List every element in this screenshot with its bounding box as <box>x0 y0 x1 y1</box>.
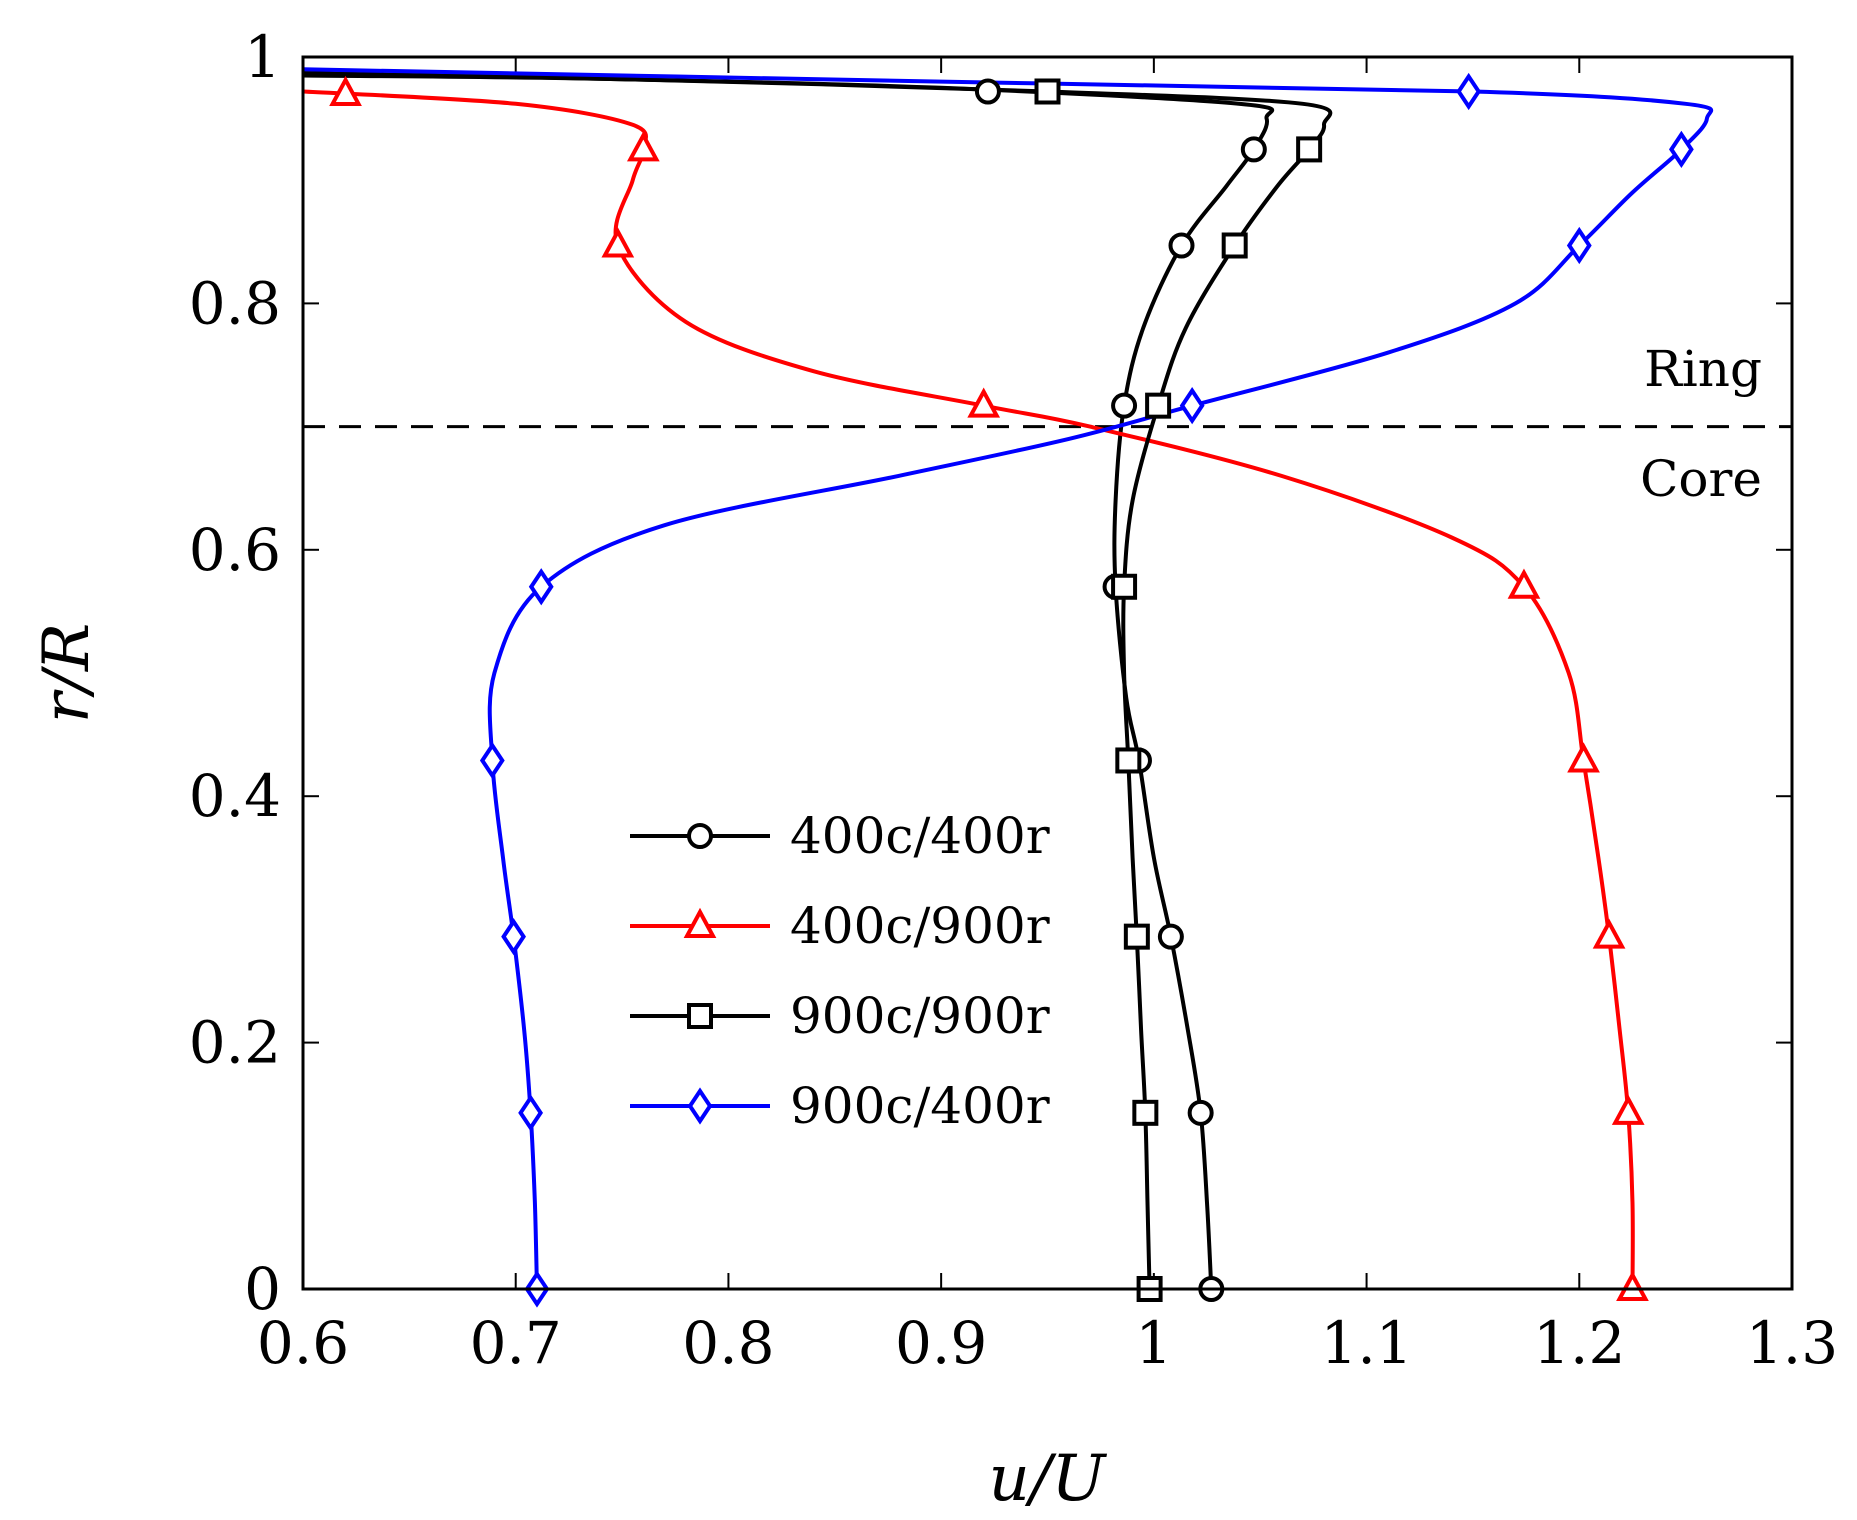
data-point-400c-900r <box>601 227 635 258</box>
data-point-400c-400r <box>1168 232 1195 259</box>
x-tick-label: 0.8 <box>682 1309 774 1377</box>
x-tick-label: 1.1 <box>1320 1309 1412 1377</box>
x-tick-label: 0.7 <box>470 1309 562 1377</box>
data-point-400c-400r <box>1157 923 1184 950</box>
data-point-900c-900r <box>1123 923 1150 950</box>
data-point-900c-400r <box>1456 72 1482 111</box>
data-point-400c-900r <box>1567 742 1600 773</box>
data-point-900c-900r <box>1034 78 1061 105</box>
legend-marker-900c-900r <box>687 1003 713 1029</box>
y-tick-label: 1 <box>244 23 281 91</box>
data-point-400c-400r <box>974 78 1001 105</box>
y-tick-label: 0.4 <box>189 762 281 830</box>
data-point-400c-900r <box>1611 1094 1645 1125</box>
core-region-label: Core <box>1640 450 1762 508</box>
data-point-400c-900r <box>329 75 362 106</box>
data-point-400c-400r <box>1111 392 1138 419</box>
ring-region-label: Ring <box>1644 340 1762 398</box>
x-tick-label: 1.2 <box>1533 1309 1625 1377</box>
data-point-400c-900r <box>1592 918 1626 949</box>
series-line-400c-400r <box>303 71 1275 1289</box>
data-point-900c-900r <box>1115 747 1142 774</box>
data-point-900c-400r <box>1179 387 1205 425</box>
series-line-900c-900r <box>303 73 1333 1289</box>
legend-label-900c-900r: 900c/900r <box>790 987 1050 1045</box>
data-point-900c-400r <box>1668 130 1694 169</box>
data-point-900c-400r <box>518 1094 544 1132</box>
data-point-900c-400r <box>1566 226 1592 265</box>
legend: 400c/400r 400c/900r 900c/900r 900c/400r <box>630 807 1050 1135</box>
x-tick-label: 1.3 <box>1746 1309 1838 1377</box>
x-tick-label: 0.6 <box>257 1309 349 1377</box>
legend-label-900c-400r: 900c/400r <box>790 1077 1050 1135</box>
data-point-900c-900r <box>1132 1099 1159 1126</box>
x-axis-label: u/U <box>989 1442 1108 1516</box>
data-point-400c-900r <box>1507 568 1541 599</box>
y-tick-label: 0.6 <box>189 516 281 584</box>
data-point-900c-400r <box>501 918 526 956</box>
y-tick-label: 0.8 <box>189 269 281 337</box>
x-tick-label: 0.9 <box>895 1309 987 1377</box>
data-point-900c-400r <box>479 741 505 780</box>
data-point-900c-900r <box>1111 573 1138 600</box>
legend-label-400c-400r: 400c/400r <box>790 807 1050 865</box>
data-point-400c-400r <box>1187 1099 1214 1126</box>
data-point-900c-900r <box>1296 136 1323 163</box>
legend-marker-900c-400r <box>687 1087 713 1125</box>
data-point-900c-900r <box>1221 232 1248 259</box>
data-point-900c-900r <box>1145 392 1172 419</box>
legend-marker-400c-400r <box>687 823 713 849</box>
markers-layer <box>329 72 1694 1308</box>
legend-marker-400c-900r <box>683 907 717 938</box>
plot-frame <box>301 55 1794 1291</box>
data-point-400c-900r <box>967 387 1001 418</box>
y-tick-label: 0 <box>244 1255 281 1323</box>
y-axis-label: r/R <box>30 623 104 723</box>
tick-labels: 0.6 0.7 0.8 0.9 1 1.1 1.2 1.3 0 0.2 0.4 0.6 0.8 1 <box>189 23 1838 1377</box>
data-point-400c-900r <box>1616 1270 1649 1301</box>
y-tick-label: 0.2 <box>189 1009 281 1077</box>
legend-label-400c-900r: 400c/900r <box>790 897 1050 955</box>
data-point-400c-400r <box>1240 136 1267 163</box>
data-point-900c-400r <box>528 568 554 606</box>
data-point-400c-900r <box>626 131 660 162</box>
x-tick-label: 1 <box>1135 1309 1172 1377</box>
